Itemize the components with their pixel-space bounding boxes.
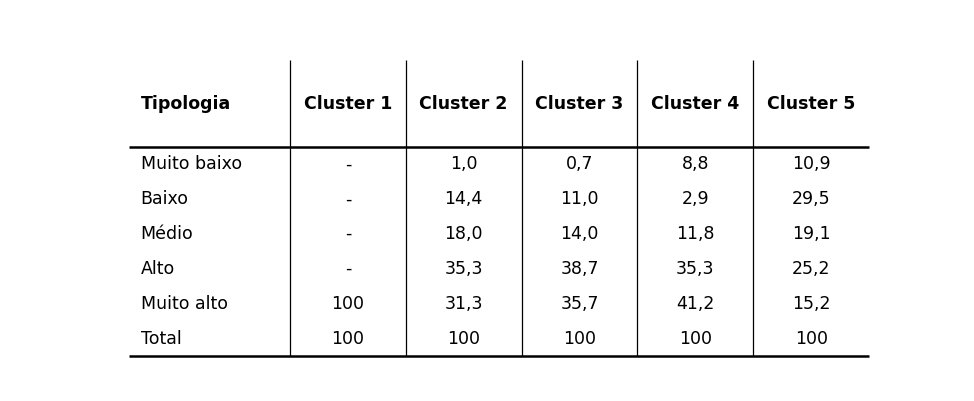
Text: Médio: Médio [140, 225, 194, 243]
Text: 15,2: 15,2 [792, 295, 831, 313]
Text: -: - [345, 190, 351, 208]
Text: Cluster 5: Cluster 5 [767, 95, 855, 113]
Text: 0,7: 0,7 [566, 155, 593, 173]
Text: Total: Total [140, 330, 181, 348]
Text: 29,5: 29,5 [792, 190, 831, 208]
Text: 35,3: 35,3 [444, 260, 483, 278]
Text: Muito baixo: Muito baixo [140, 155, 242, 173]
Text: 100: 100 [563, 330, 596, 348]
Text: -: - [345, 260, 351, 278]
Text: -: - [345, 225, 351, 243]
Text: 11,0: 11,0 [560, 190, 599, 208]
Text: 8,8: 8,8 [682, 155, 709, 173]
Text: Cluster 1: Cluster 1 [304, 95, 393, 113]
Text: Cluster 4: Cluster 4 [652, 95, 739, 113]
Text: Cluster 3: Cluster 3 [536, 95, 623, 113]
Text: 100: 100 [447, 330, 480, 348]
Text: 35,3: 35,3 [676, 260, 715, 278]
Text: 100: 100 [331, 330, 364, 348]
Text: 14,4: 14,4 [444, 190, 483, 208]
Text: 14,0: 14,0 [560, 225, 599, 243]
Text: Tipologia: Tipologia [140, 95, 231, 113]
Text: 10,9: 10,9 [792, 155, 831, 173]
Text: 25,2: 25,2 [792, 260, 831, 278]
Text: 1,0: 1,0 [450, 155, 477, 173]
Text: 2,9: 2,9 [682, 190, 709, 208]
Text: Muito alto: Muito alto [140, 295, 228, 313]
Text: Alto: Alto [140, 260, 175, 278]
Text: 31,3: 31,3 [444, 295, 483, 313]
Text: 11,8: 11,8 [676, 225, 715, 243]
Text: Cluster 2: Cluster 2 [420, 95, 507, 113]
Text: 100: 100 [679, 330, 712, 348]
Text: 19,1: 19,1 [792, 225, 831, 243]
Text: -: - [345, 155, 351, 173]
Text: 100: 100 [331, 295, 364, 313]
Text: 41,2: 41,2 [676, 295, 715, 313]
Text: 38,7: 38,7 [560, 260, 599, 278]
Text: Baixo: Baixo [140, 190, 189, 208]
Text: 18,0: 18,0 [444, 225, 483, 243]
Text: 35,7: 35,7 [560, 295, 599, 313]
Text: 100: 100 [795, 330, 828, 348]
